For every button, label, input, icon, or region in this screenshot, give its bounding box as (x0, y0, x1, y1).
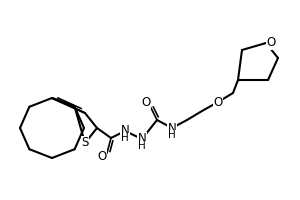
Text: O: O (141, 96, 151, 108)
Text: O: O (98, 150, 106, 164)
Text: O: O (266, 36, 276, 49)
Text: H: H (138, 141, 146, 151)
Text: N: N (168, 121, 176, 134)
Text: N: N (121, 124, 129, 138)
Text: N: N (138, 132, 146, 146)
Text: H: H (121, 133, 129, 143)
Text: O: O (213, 96, 223, 108)
Text: S: S (81, 136, 89, 150)
Text: H: H (168, 130, 176, 140)
